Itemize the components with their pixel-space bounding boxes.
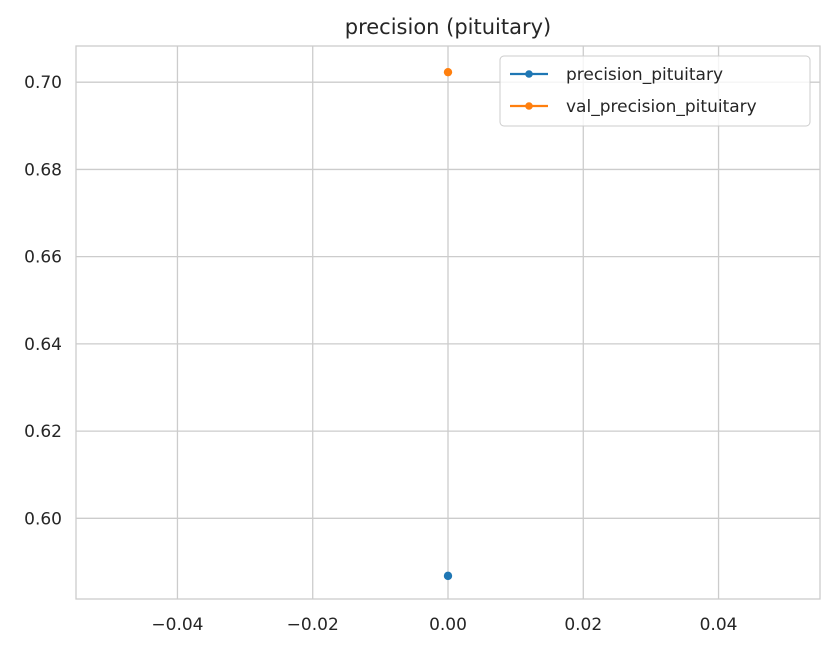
x-tick-label: −0.02: [287, 615, 339, 635]
x-tick-label: 0.00: [429, 615, 467, 635]
legend: precision_pituitary val_precision_pituita…: [499, 55, 811, 127]
y-tick-label: 0.62: [24, 422, 62, 442]
data-point-val_precision_pituitary: [443, 67, 453, 77]
legend-label-precision_pituitary: precision_pituitary: [566, 65, 723, 85]
data-point-precision_pituitary: [443, 571, 453, 581]
x-tick-label: 0.04: [700, 615, 738, 635]
data-marks: [443, 67, 453, 581]
y-tick-label: 0.64: [24, 335, 62, 355]
legend-box: [499, 55, 811, 127]
grid: [76, 46, 820, 599]
x-tick-label: 0.02: [564, 615, 602, 635]
plot-frame: [75, 45, 821, 600]
y-tick-label: 0.60: [24, 509, 62, 529]
legend-marker-val_precision_pituitary: [525, 102, 533, 110]
y-tick-label: 0.70: [24, 73, 62, 93]
chart-title: precision (pituitary): [345, 15, 552, 39]
y-tick-label: 0.68: [24, 160, 62, 180]
y-tick-label: 0.66: [24, 248, 62, 268]
legend-marker-precision_pituitary: [525, 70, 533, 78]
tick-labels: −0.04 −0.02 0.00 0.02 0.04 0.60 0.62 0.64 0.66 0.…: [24, 73, 737, 635]
legend-label-val_precision_pituitary: val_precision_pituitary: [566, 97, 757, 117]
x-tick-label: −0.04: [151, 615, 203, 635]
